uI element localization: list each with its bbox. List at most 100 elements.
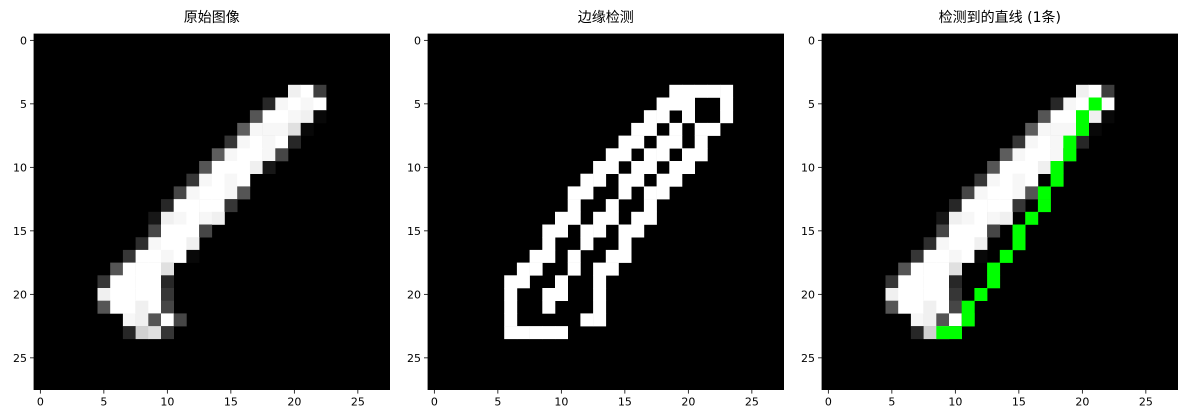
pixel — [542, 237, 556, 251]
line-pixel — [1012, 237, 1026, 251]
pixel — [1025, 148, 1039, 162]
pixel — [1050, 148, 1064, 162]
pixel — [643, 199, 657, 213]
pixel — [148, 275, 162, 289]
x-tick-label: 25 — [351, 396, 365, 409]
pixel — [694, 148, 708, 162]
pixel — [593, 275, 607, 289]
pixel — [555, 275, 568, 289]
pixel — [173, 313, 187, 327]
pixel — [1063, 122, 1077, 136]
line-pixel — [1050, 161, 1064, 174]
pixel — [122, 300, 136, 314]
pixel — [567, 249, 581, 263]
pixel — [199, 161, 213, 174]
pixel — [224, 186, 238, 200]
pixel — [1037, 148, 1051, 162]
y-tick-label: 5 — [20, 98, 27, 111]
pixel — [656, 173, 670, 187]
panel-title: 检测到的直线 (1条) — [939, 9, 1061, 26]
pixel — [974, 224, 988, 238]
pixel — [999, 148, 1013, 162]
pixel — [987, 211, 1001, 225]
pixel — [669, 135, 683, 149]
line-pixel — [961, 300, 975, 314]
pixel — [567, 262, 581, 276]
pixel — [987, 186, 1001, 200]
pixel — [593, 211, 607, 225]
pixel — [275, 110, 289, 124]
x-tick-label: 5 — [494, 396, 501, 409]
pixel — [910, 300, 924, 314]
pixel — [504, 313, 518, 327]
pixel — [275, 135, 289, 149]
pixel — [504, 326, 518, 340]
pixel — [148, 326, 162, 340]
y-tick-label: 20 — [13, 288, 27, 301]
y-tick-label: 25 — [801, 352, 815, 365]
pixel — [148, 300, 162, 314]
pixel — [631, 224, 645, 238]
pixel — [961, 186, 975, 200]
pixel — [161, 224, 174, 238]
pixel — [199, 224, 213, 238]
pixel — [643, 110, 657, 124]
pixel — [1012, 161, 1026, 174]
pixel — [211, 148, 225, 162]
pixel — [567, 199, 581, 213]
pixel — [618, 148, 632, 162]
pixel — [555, 211, 568, 225]
x-tick-label: 5 — [100, 396, 107, 409]
pixel — [974, 249, 988, 263]
line-pixel — [1037, 186, 1051, 200]
pixel — [249, 122, 263, 136]
pixel — [262, 161, 276, 174]
pixel — [211, 211, 225, 225]
pixel — [949, 211, 962, 225]
pixel — [504, 275, 518, 289]
pixel — [682, 148, 695, 162]
pixel — [618, 249, 632, 263]
line-pixel — [1012, 224, 1026, 238]
pixel — [1025, 135, 1039, 149]
pixel — [949, 288, 962, 301]
panel-title: 边缘检测 — [578, 10, 634, 26]
pixel — [224, 173, 238, 187]
pixel — [1037, 110, 1051, 124]
pixel — [923, 237, 937, 251]
y-tick-label: 0 — [808, 34, 815, 47]
pixel — [605, 262, 619, 276]
pixel — [643, 148, 657, 162]
pixel — [885, 300, 899, 314]
pixel — [262, 97, 276, 111]
pixel — [173, 224, 187, 238]
pixel — [148, 237, 162, 251]
pixel — [618, 173, 632, 187]
pixel — [987, 199, 1001, 213]
y-tick-label: 20 — [407, 288, 421, 301]
pixel — [135, 249, 149, 263]
pixel — [1101, 97, 1115, 111]
line-pixel — [1076, 122, 1089, 136]
pixel — [669, 161, 683, 174]
pixel — [1025, 122, 1039, 136]
pixel — [122, 262, 136, 276]
x-tick-label: 25 — [745, 396, 759, 409]
pixel — [1076, 97, 1089, 111]
pixel — [237, 161, 251, 174]
pixel — [694, 122, 708, 136]
pixel — [211, 173, 225, 187]
pixel — [694, 135, 708, 149]
pixel — [288, 110, 301, 124]
pixel — [173, 199, 187, 213]
pixel — [313, 84, 327, 98]
pixel — [148, 224, 162, 238]
pixel — [122, 313, 136, 327]
pixel — [618, 186, 632, 200]
line-pixel — [1037, 199, 1051, 213]
pixel — [949, 275, 962, 289]
x-tick-label: 20 — [287, 396, 301, 409]
pixel — [593, 300, 607, 314]
pixel — [580, 224, 594, 238]
pixel — [961, 211, 975, 225]
